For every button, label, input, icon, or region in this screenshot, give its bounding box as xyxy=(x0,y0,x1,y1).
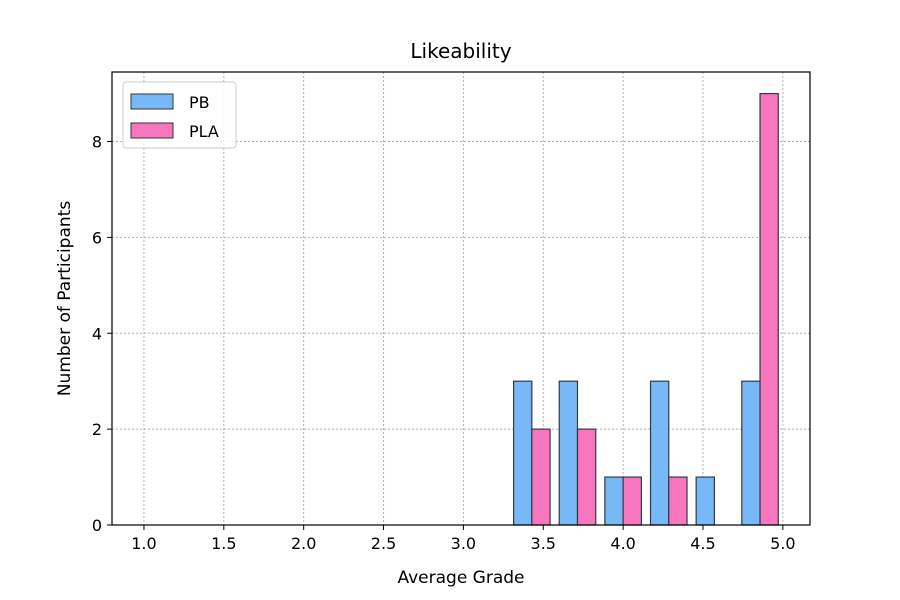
bar-pla-9 xyxy=(576,428,597,526)
x-axis-title: Average Grade xyxy=(397,568,524,588)
legend-label-pb: PB xyxy=(189,93,210,112)
x-tick-label: 3.5 xyxy=(531,534,556,553)
y-tick-label: 6 xyxy=(92,228,102,247)
legend: PB PLA xyxy=(122,81,237,149)
y-tick-label: 2 xyxy=(92,420,102,439)
y-tick-label: 4 xyxy=(92,324,102,343)
bar-pla-13 xyxy=(759,92,779,526)
bar-pb-10 xyxy=(604,476,624,526)
y-axis-title: Number of Participants xyxy=(55,201,75,396)
y-tick-label: 0 xyxy=(92,516,102,535)
bar-pb-8 xyxy=(512,380,533,526)
legend-label-pla: PLA xyxy=(189,122,219,141)
x-tick-label: 1.0 xyxy=(131,534,156,553)
x-tick-label: 2.0 xyxy=(291,534,316,553)
x-tick-label: 3.0 xyxy=(451,534,476,553)
legend-swatch-pb xyxy=(130,93,174,110)
bar-pla-10 xyxy=(622,476,642,526)
bar-pb-9 xyxy=(558,380,579,526)
x-tick-label: 2.5 xyxy=(371,534,396,553)
chart-title: Likeability xyxy=(410,39,511,63)
x-axis-ticks: 1.0 1.5 2.0 2.5 3.0 3.5 4.0 4.5 5.0 xyxy=(131,525,796,553)
bar-pla-8 xyxy=(531,428,551,526)
x-tick-label: 4.5 xyxy=(690,534,715,553)
bar-pb-12 xyxy=(695,476,715,526)
bar-pb-13 xyxy=(741,380,761,526)
legend-swatch-pla xyxy=(130,122,174,139)
y-axis-ticks: 0 2 4 6 8 xyxy=(92,133,112,535)
bar-pla-11 xyxy=(668,476,688,526)
x-tick-label: 1.5 xyxy=(211,534,236,553)
x-tick-label: 4.0 xyxy=(610,534,635,553)
bar-pb-11 xyxy=(649,380,670,526)
y-tick-label: 8 xyxy=(92,133,102,152)
x-tick-label: 5.0 xyxy=(770,534,795,553)
plot-frame xyxy=(111,71,811,526)
